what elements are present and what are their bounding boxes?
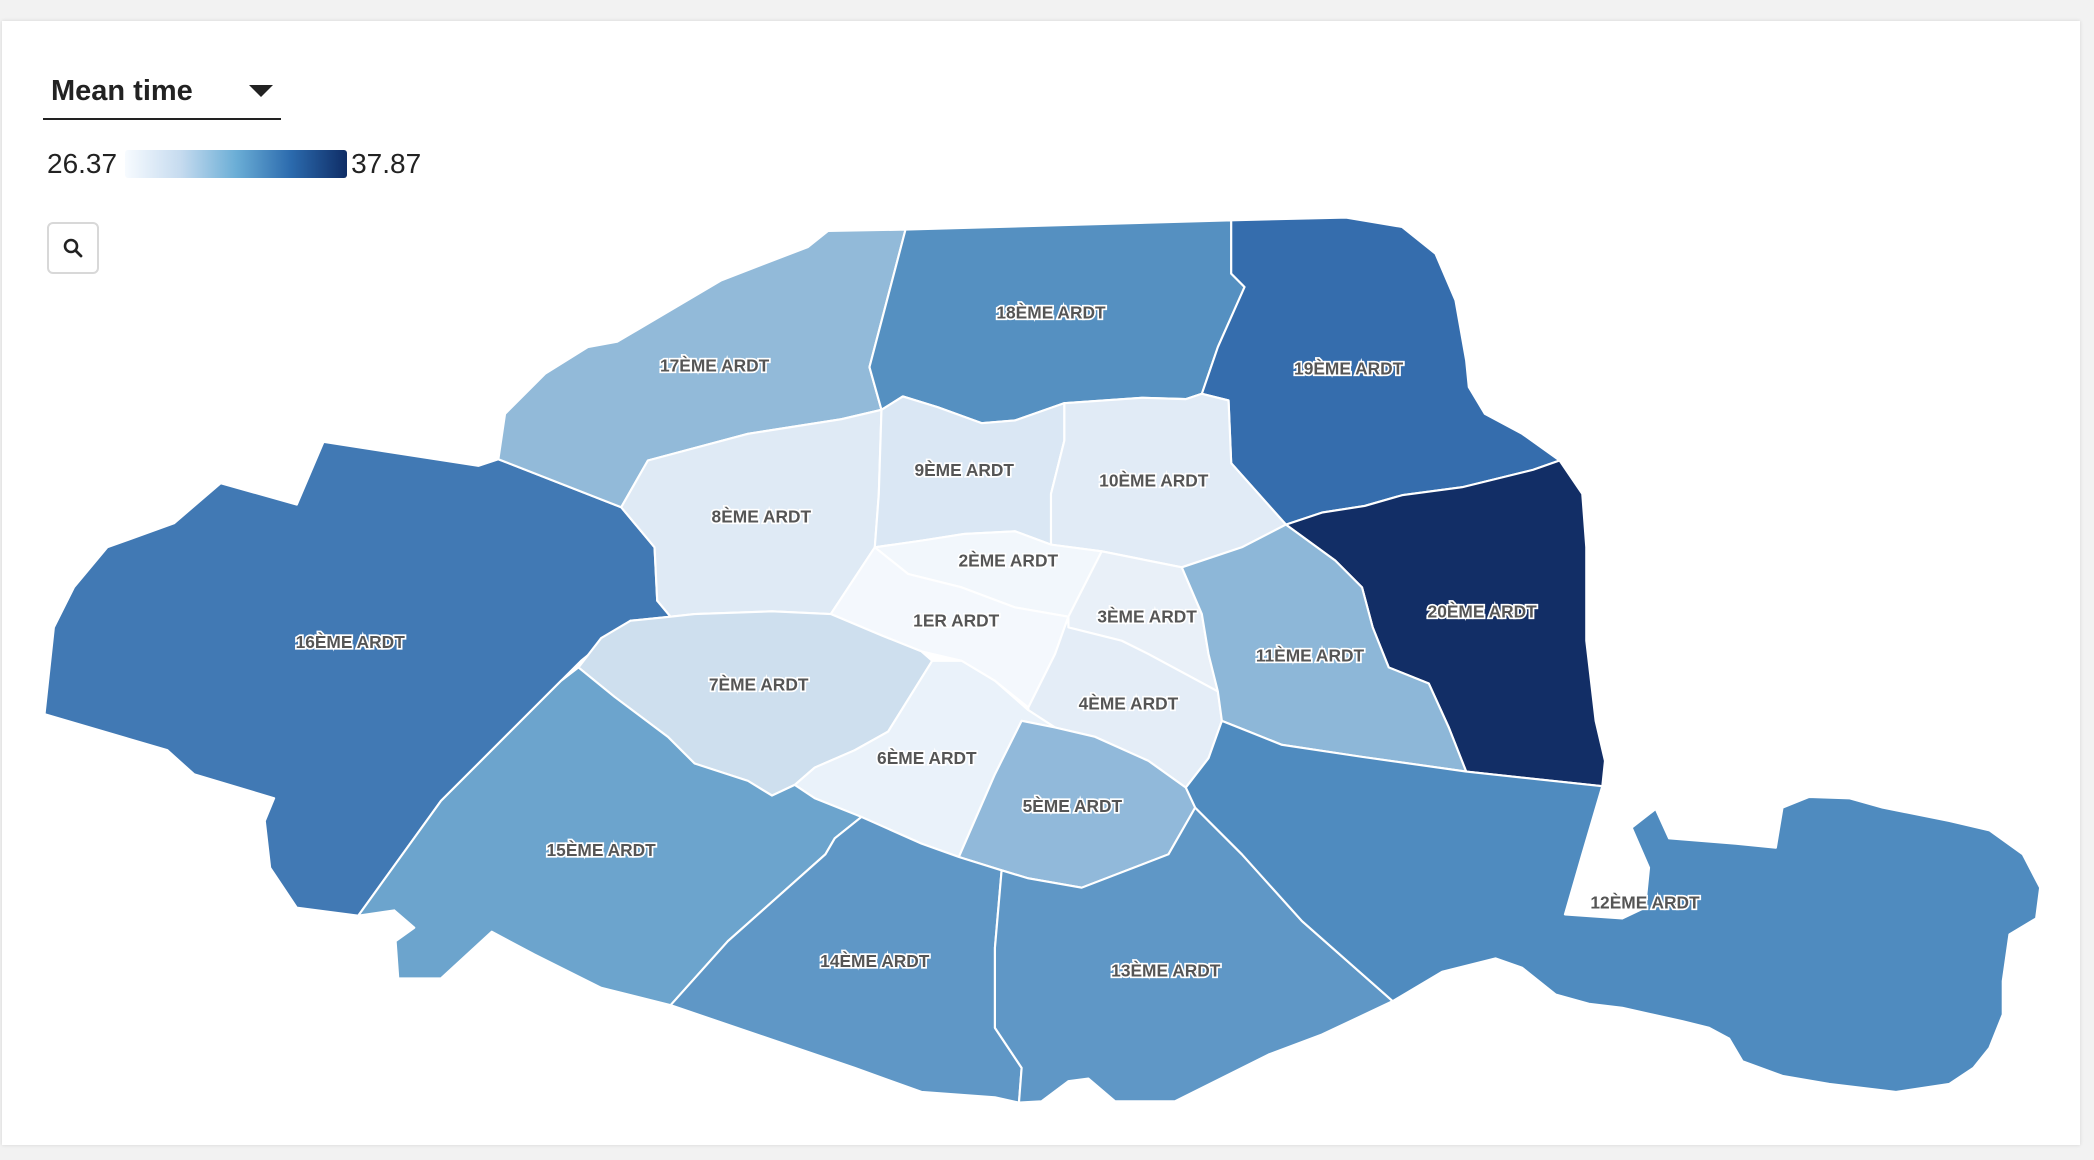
district-label-19: 19ÈME ARDT xyxy=(1294,358,1404,378)
district-label-11: 11ÈME ARDT xyxy=(1256,645,1365,665)
district-label-13: 13ÈME ARDT xyxy=(1111,960,1221,980)
district-13[interactable] xyxy=(993,806,1394,1104)
district-label-3: 3ÈME ARDT xyxy=(1097,607,1197,627)
district-label-2: 2ÈME ARDT xyxy=(958,551,1058,571)
legend-min: 26.37 xyxy=(47,148,118,179)
district-label-12: 12ÈME ARDT xyxy=(1590,892,1700,912)
search-button[interactable] xyxy=(47,222,99,274)
district-label-8: 8ÈME ARDT xyxy=(712,507,812,527)
district-label-9: 9ÈME ARDT xyxy=(914,460,1014,480)
search-icon xyxy=(63,238,83,258)
district-11[interactable] xyxy=(1180,523,1468,773)
district-label-20: 20ÈME ARDT xyxy=(1428,601,1538,621)
legend-gradient-bar xyxy=(125,150,348,178)
district-label-14: 14ÈME ARDT xyxy=(820,951,930,971)
district-label-15: 15ÈME ARDT xyxy=(547,840,657,860)
district-label-16: 16ÈME ARDT xyxy=(296,632,406,652)
color-legend: 26.37 37.87 xyxy=(47,147,421,181)
district-labels: 16ÈME ARDT 17ÈME ARDT 18ÈME ARDT 19ÈME ARDT… xyxy=(294,301,1702,982)
caret-down-icon xyxy=(249,85,273,97)
district-label-7: 7ÈME ARDT xyxy=(709,675,809,695)
district-label-17: 17ÈME ARDT xyxy=(660,356,770,376)
district-12[interactable] xyxy=(1184,719,2042,1093)
metric-dropdown[interactable]: Mean time xyxy=(43,71,281,120)
district-label-10: 10ÈME ARDT xyxy=(1099,470,1209,490)
district-label-6: 6ÈME ARDT xyxy=(877,748,977,768)
metric-dropdown-value: Mean time xyxy=(51,75,193,107)
district-label-4: 4ÈME ARDT xyxy=(1079,693,1179,713)
district-label-1: 1ER ARDT xyxy=(913,611,999,631)
district-label-18: 18ÈME ARDT xyxy=(996,302,1106,322)
legend-max: 37.87 xyxy=(351,148,422,179)
district-label-5: 5ÈME ARDT xyxy=(1023,796,1123,816)
